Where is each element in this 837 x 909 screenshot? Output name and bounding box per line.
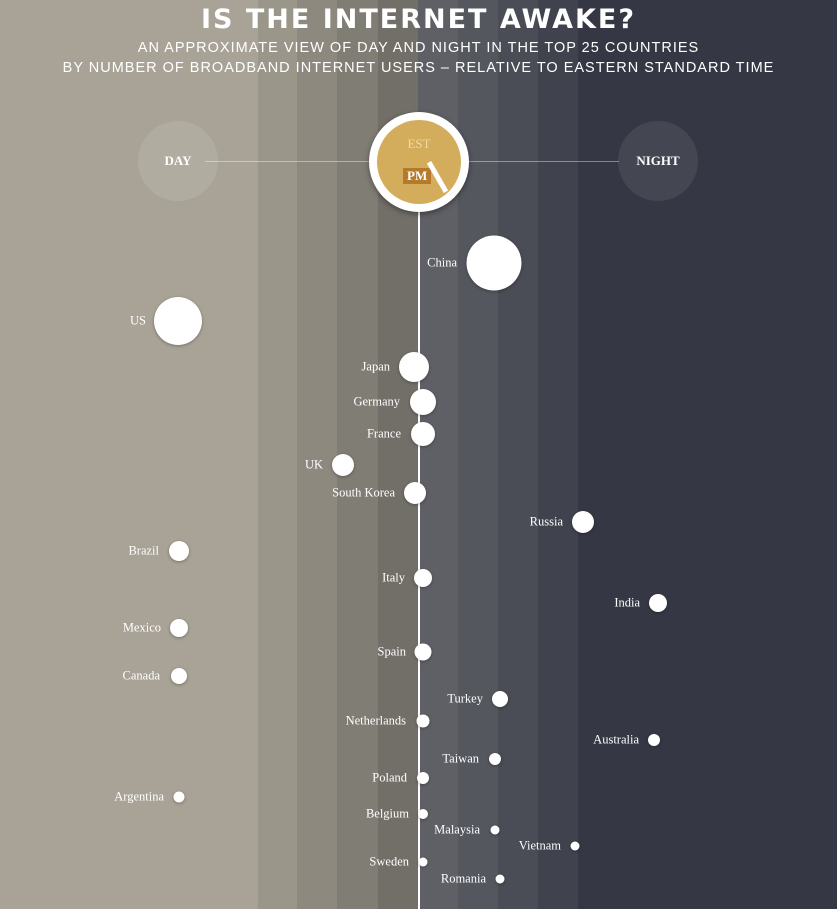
est-clock: EST PM <box>369 112 469 212</box>
clock-zone: EST <box>407 136 431 151</box>
country-dot <box>466 235 522 291</box>
night-marker: NIGHT <box>618 121 698 201</box>
country-dot <box>492 691 508 707</box>
country-label: Belgium <box>365 806 409 821</box>
day-arrow <box>205 161 370 162</box>
country-dot <box>649 594 667 612</box>
night-arrow <box>469 161 619 162</box>
country-dot <box>173 791 185 803</box>
country-label: Romania <box>440 871 486 886</box>
country-label: Germany <box>353 394 400 409</box>
country-label: Malaysia <box>434 822 480 837</box>
country-label: Poland <box>372 770 407 785</box>
subtitle-line-1: AN APPROXIMATE VIEW OF DAY AND NIGHT IN … <box>137 40 700 56</box>
country-dot <box>154 297 202 345</box>
clock-face: EST PM <box>377 120 461 204</box>
country-label: Mexico <box>122 620 161 635</box>
country-dot <box>489 753 501 765</box>
country-label: Brazil <box>128 543 159 558</box>
country-label: Italy <box>382 570 405 585</box>
country-label: China <box>427 255 457 270</box>
country-label: South Korea <box>332 485 395 500</box>
now-line <box>418 200 420 909</box>
country-label: Sweden <box>369 854 409 869</box>
country-label: Japan <box>361 359 390 374</box>
country-dot <box>418 809 428 819</box>
country-dot <box>399 352 429 382</box>
country-dot <box>404 482 426 504</box>
country-dot <box>416 714 430 728</box>
country-label: Russia <box>529 514 563 529</box>
country-dot <box>414 569 432 587</box>
country-label: Australia <box>593 732 639 747</box>
country-label: Turkey <box>447 691 483 706</box>
country-label: UK <box>304 457 323 472</box>
country-label: Argentina <box>114 789 164 804</box>
night-label: NIGHT <box>636 153 680 168</box>
country-dot <box>170 619 188 637</box>
subtitle-line-2: BY NUMBER OF BROADBAND INTERNET USERS – … <box>62 60 775 76</box>
country-dot <box>410 389 436 415</box>
country-label: Vietnam <box>518 838 561 853</box>
clock-period: PM <box>403 168 432 184</box>
country-label: US <box>130 313 146 328</box>
country-dot <box>495 874 505 884</box>
country-dot <box>572 511 594 533</box>
country-dot <box>411 422 435 446</box>
title: IS THE INTERNET AWAKE? <box>200 4 637 35</box>
country-label: Spain <box>377 644 406 659</box>
country-label: Taiwan <box>442 751 479 766</box>
country-label: India <box>614 595 640 610</box>
country-dot <box>648 734 660 746</box>
country-label: Netherlands <box>345 713 406 728</box>
country-dot <box>490 825 500 835</box>
country-dot <box>171 668 187 684</box>
country-dot <box>332 454 354 476</box>
country-label: Canada <box>122 668 160 683</box>
country-dot <box>570 841 580 851</box>
country-dot <box>418 857 428 867</box>
country-dot <box>414 643 432 661</box>
country-dot <box>417 772 429 784</box>
country-label: France <box>366 426 401 441</box>
day-marker: DAY <box>138 121 218 201</box>
country-dot <box>169 541 189 561</box>
day-label: DAY <box>164 153 192 168</box>
